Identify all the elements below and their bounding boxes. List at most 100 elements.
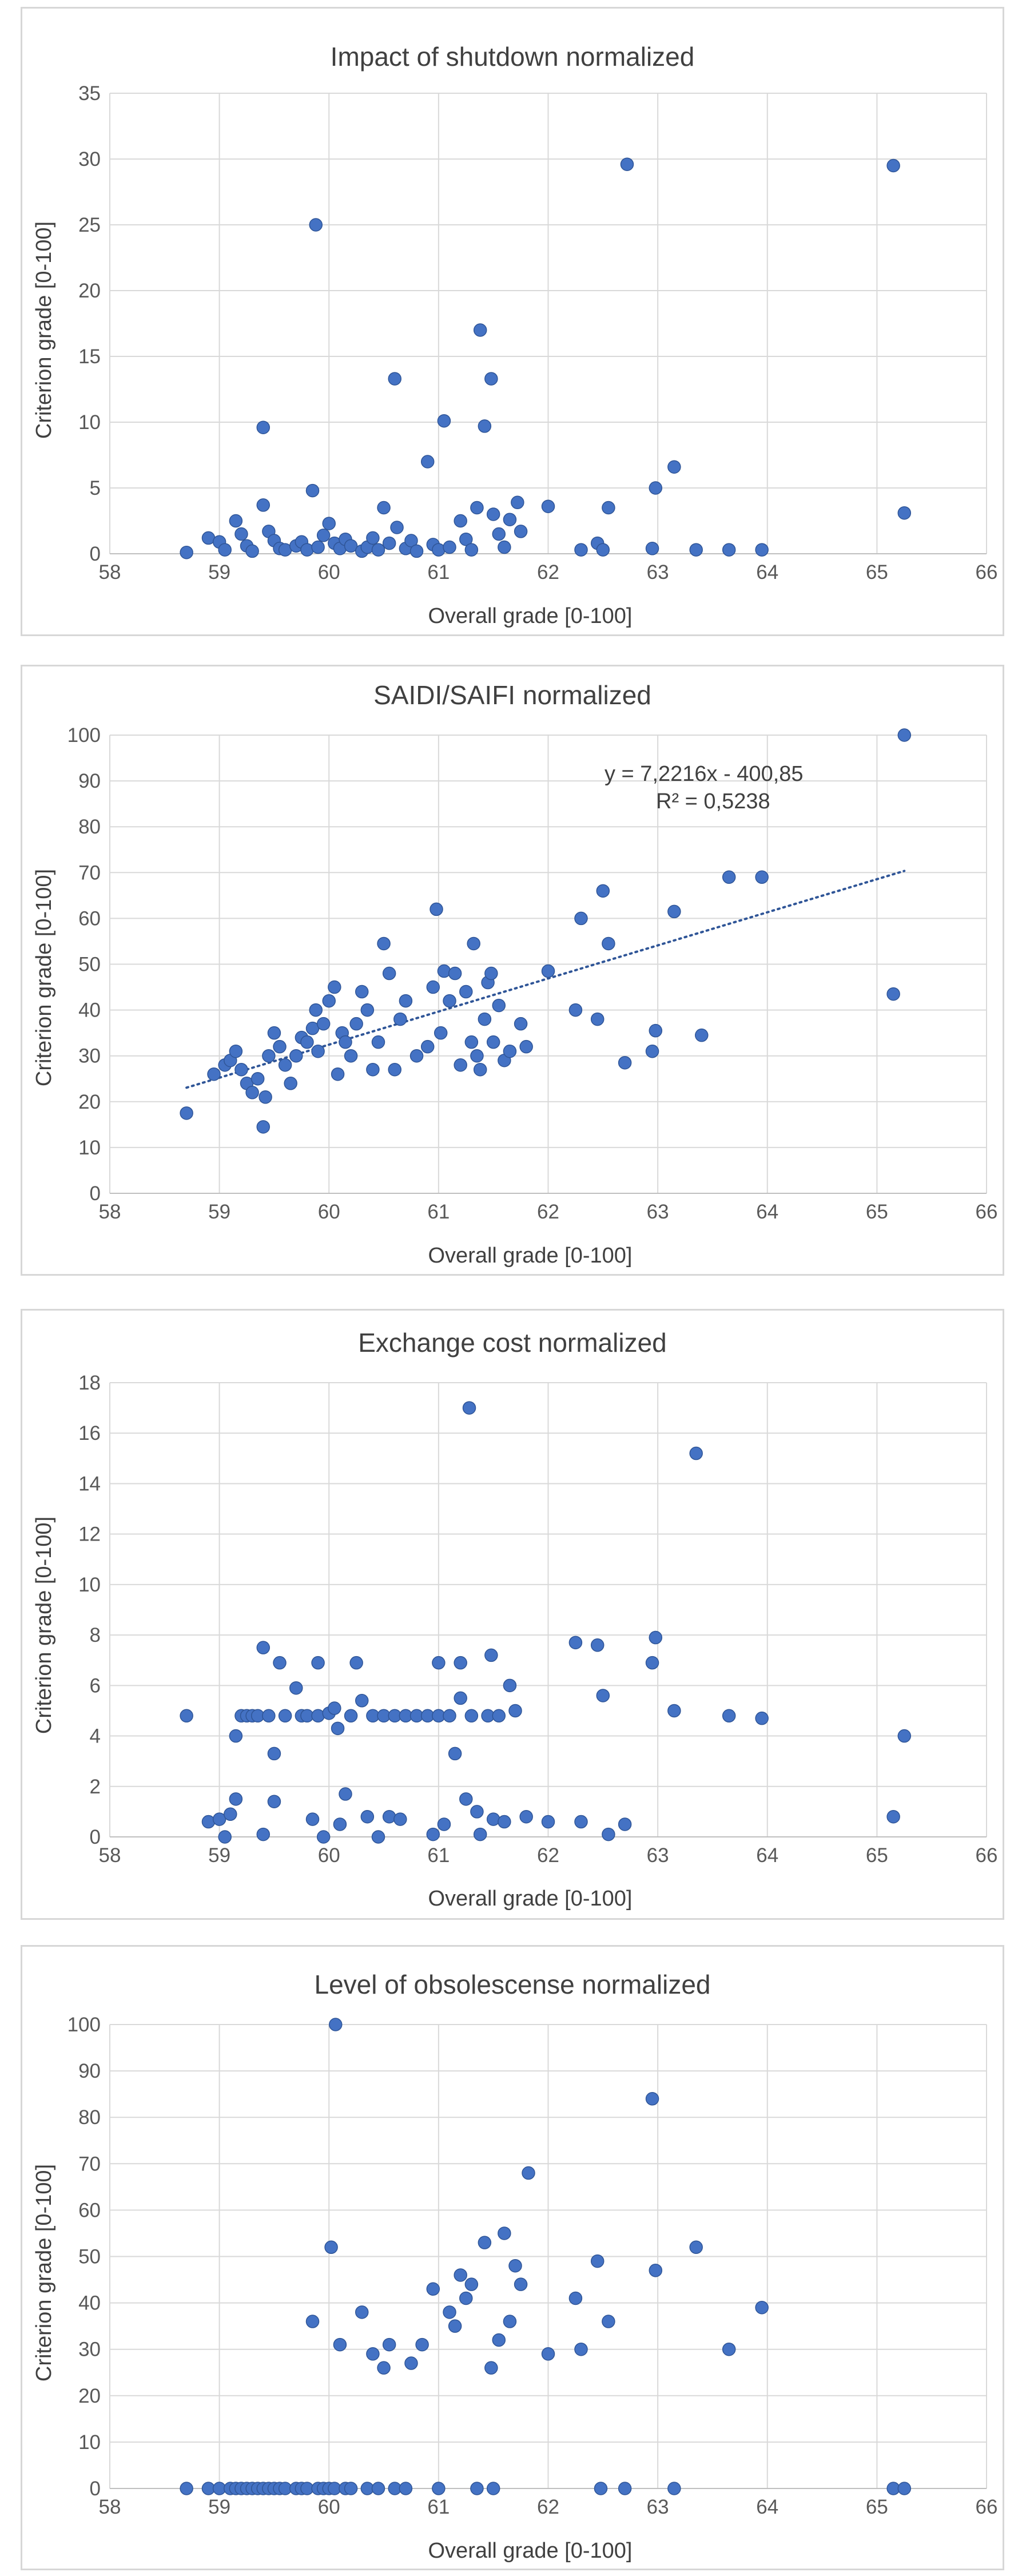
data-point [620,157,634,171]
data-point [467,936,480,951]
data-point [503,2315,517,2328]
data-point [897,728,912,742]
data-point [437,964,451,978]
x-tick-label: 61 [427,1201,450,1223]
x-tick-label: 59 [208,1844,230,1867]
scatter-chart-exchange-cost: Exchange cost normalized 0 2 4 6 8 10 12 14 16 18… [32,1328,998,1911]
data-point [250,1072,265,1086]
x-tick-label: 58 [99,561,121,584]
data-point [404,534,418,547]
data-point [492,2333,506,2347]
data-point [322,517,336,530]
data-point [366,2347,380,2361]
x-tick-label: 65 [866,561,888,584]
x-tick-label: 62 [537,561,559,584]
data-point [514,2277,528,2291]
x-tick-label: 58 [99,2496,121,2518]
data-point [426,980,440,994]
data-point [755,543,769,557]
data-point [568,1636,583,1650]
data-point [649,1630,663,1645]
data-point [377,2361,391,2375]
data-point [484,2361,498,2375]
data-point [541,1815,555,1829]
trendline-equation: y = 7,2216x - 400,85 [605,762,804,786]
y-tick-label: 50 [78,954,101,976]
data-point [344,1709,358,1723]
data-point [722,2342,736,2356]
data-point [459,1792,473,1806]
data-point [234,1062,248,1077]
y-tick-label: 6 [90,1674,101,1697]
data-point [245,1086,259,1100]
data-point [360,1003,375,1017]
data-point [316,529,331,542]
y-tick-label: 70 [78,862,101,884]
data-point [180,545,193,559]
data-point [355,985,369,999]
data-point [432,1656,446,1670]
data-point [322,994,336,1008]
data-point [473,323,487,337]
trendline-r-squared: R² = 0,5238 [656,789,770,813]
data-point [316,1017,331,1031]
data-point [454,1058,467,1072]
data-point [316,1830,331,1844]
y-tick-label: 60 [78,2199,101,2221]
data-point [511,495,524,510]
data-point [256,498,271,512]
data-point [454,1691,467,1705]
data-point [486,1812,500,1826]
data-point [229,1792,243,1806]
data-point [437,414,451,428]
data-point [448,966,462,981]
data-point [568,2291,583,2305]
y-tick-label: 30 [78,148,101,170]
data-point [886,1809,900,1824]
x-tick-label: 61 [427,561,450,584]
data-point [484,966,498,981]
data-point [470,2482,484,2495]
data-point [443,2305,456,2319]
data-point [399,2482,413,2495]
x-tick-label: 64 [756,1201,778,1223]
data-point [602,936,615,951]
chart-panel-impact-of-shutdown: Impact of shutdown normalized 0 5 10 15 20 25… [21,7,1004,636]
chart-title: Impact of shutdown normalized [331,42,695,72]
y-tick-label: 20 [78,1091,101,1113]
data-point [229,1729,243,1743]
data-point [464,543,479,557]
data-point [355,2305,369,2319]
data-point [590,1638,605,1652]
data-point [667,904,681,919]
data-point [897,1729,912,1743]
data-point [602,2315,615,2328]
data-point [339,1035,352,1049]
x-tick-label: 65 [866,2496,888,2518]
data-point [434,1026,448,1040]
plot-area: 0 10 20 30 40 50 60 70 80 90 100 58 59 60 61 62 63 64 65 66 [67,724,998,1223]
data-point [574,2342,588,2356]
data-point [393,1012,407,1026]
y-tick-label: 25 [78,214,101,236]
y-tick-label: 90 [78,2060,101,2082]
x-tick-label: 66 [976,1844,998,1867]
data-point [300,1035,314,1049]
data-point [886,987,900,1001]
data-point [256,1120,271,1134]
x-tick-label: 60 [318,2496,340,2518]
data-point [689,1446,703,1460]
data-point [897,506,912,520]
data-point [415,2337,429,2352]
y-tick-label: 0 [90,543,101,565]
data-point [305,1812,320,1826]
plot-area: 0 10 20 30 40 50 60 70 80 90 100 58 59 60 61 62 63 64 65 66 [67,2014,998,2518]
data-point [470,501,484,515]
data-point [289,1681,303,1695]
y-axis-title: Criterion grade [0-100] [32,2164,56,2381]
data-point [649,481,663,495]
data-point [486,507,500,521]
data-point [492,1709,506,1723]
data-point [574,543,588,557]
data-point [508,1704,522,1718]
